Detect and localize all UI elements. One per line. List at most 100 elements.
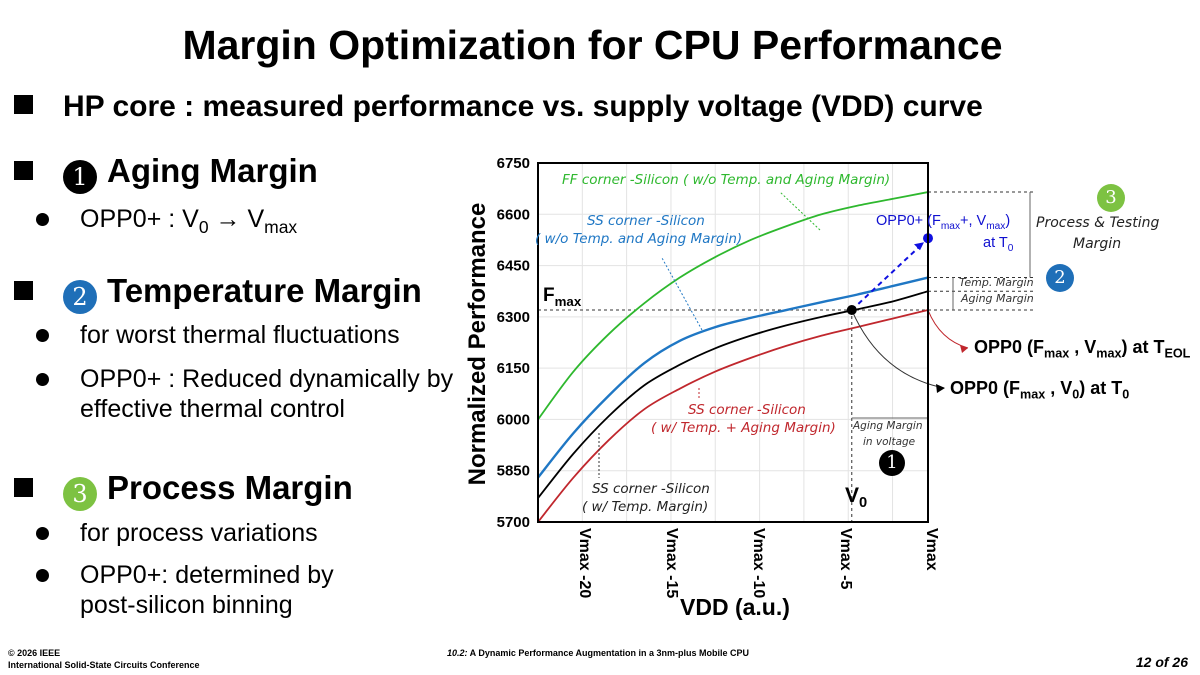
series-line-0 (537, 191, 929, 420)
y-axis-label: Normalized Performance (464, 202, 491, 486)
bullet-text: → V (208, 205, 265, 233)
opp0-t0-label: OPP0 (Fmax , V0) at T0 (950, 378, 1129, 402)
ss-red-label-1: SS corner -Silicon (688, 402, 806, 418)
t: OPP0 (F (974, 337, 1045, 357)
section-heading: Aging Margin (107, 152, 318, 189)
bullet-dot-icon (36, 569, 49, 582)
opp0plus-arrow (851, 243, 923, 311)
t: , V (1069, 337, 1097, 357)
opp0plus-label: OPP0+ (Fmax+, Vmax) (876, 213, 1010, 232)
y-axis-label-wrap: Normalized Performance (463, 170, 493, 520)
x-tick-label: Vmax -15 (663, 528, 680, 599)
t: at T (983, 235, 1008, 251)
v0-sub: 0 (859, 495, 868, 512)
fmax-sub: max (554, 293, 582, 309)
series-line-2 (537, 290, 929, 499)
badge-2-icon: 2 (63, 280, 97, 314)
badge-3-icon: 3 (63, 477, 97, 511)
x-tick-label: Vmax -10 (750, 528, 767, 599)
bullet-item: OPP0+: determined by post-silicon binnin… (36, 560, 366, 620)
t: ) at T (1121, 337, 1165, 357)
t: ) at T (1079, 378, 1123, 398)
t: , V (1045, 378, 1073, 398)
badge-2-icon: 2 (1046, 264, 1074, 292)
t: EOL (1164, 346, 1191, 361)
opp0-t0-pointer (851, 309, 945, 389)
t: ) (1005, 213, 1011, 229)
bullet-text: OPP0+ : Reduced dynamically by effective… (80, 365, 454, 423)
bullet-item: OPP0+ : V0 → Vmax (36, 204, 297, 242)
bullet-item: for process variations (36, 518, 456, 548)
t: OPP0+ (F (876, 213, 941, 229)
t: max (986, 220, 1006, 232)
aging-margin-label: Aging Margin (961, 292, 1034, 305)
t: 0 (1007, 242, 1014, 254)
x-axis-label: VDD (a.u.) (680, 594, 790, 620)
paper-number: 10.2: (447, 648, 468, 658)
y-tick-label: 6300 (497, 309, 530, 326)
page-number: 12 of 26 (1135, 654, 1188, 670)
section-aging-margin: 1 Aging Margin (14, 152, 318, 194)
paper-title: A Dynamic Performance Augmentation in a … (467, 648, 750, 658)
square-bullet-icon (14, 478, 33, 497)
plot-frame (537, 162, 929, 523)
y-tick-label: 6000 (497, 411, 530, 428)
footer-conference: International Solid-State Circuits Confe… (8, 660, 200, 670)
footer-paper: 10.2: A Dynamic Performance Augmentation… (447, 648, 749, 658)
v0-label: V0 (845, 484, 867, 511)
y-tick-label: 6150 (497, 360, 530, 377)
bullet-text: OPP0+: determined by post-silicon binnin… (80, 561, 334, 619)
bullet-text: for process variations (80, 519, 318, 547)
square-bullet-icon (14, 281, 33, 300)
t: 0 (1072, 387, 1080, 402)
badge-1-icon: 1 (63, 160, 97, 194)
ss-blue-label-1: SS corner -Silicon (587, 213, 705, 229)
opp0-eol-label: OPP0 (Fmax , Vmax) at TEOL (974, 337, 1190, 361)
t: 0 (1122, 387, 1130, 402)
y-tick-label: 5850 (497, 463, 530, 480)
ff-corner-label: FF corner -Silicon ( w/o Temp. and Aging… (562, 172, 891, 188)
square-bullet-icon (14, 161, 33, 180)
temp-margin-label: Temp. Margin (959, 276, 1034, 289)
process-margin-label-1: Process & Testing (1036, 215, 1160, 231)
ss-blue-label-2: ( w/o Temp. and Aging Margin) (535, 231, 743, 247)
y-tick-label: 6750 (497, 155, 530, 172)
square-bullet-icon (14, 95, 33, 114)
bullet-sub: 0 (198, 217, 209, 237)
ss-black-label-2: ( w/ Temp. Margin) (582, 499, 709, 515)
slide-subtitle: HP core : measured performance vs. suppl… (14, 90, 983, 124)
y-tick-label: 6600 (497, 206, 530, 223)
y-tick-label: 5700 (497, 514, 530, 531)
ss-black-label-1: SS corner -Silicon (592, 481, 710, 497)
opp0plus-at-label: at T0 (983, 235, 1013, 254)
ss-red-label-2: ( w/ Temp. + Aging Margin) (651, 420, 836, 436)
bullet-dot-icon (36, 373, 49, 386)
footer-copyright: © 2026 IEEE (8, 648, 61, 658)
opp0-eol-pointer (927, 309, 969, 349)
bullet-dot-icon (36, 213, 49, 226)
opp0-eol-arrowhead-icon (960, 345, 968, 353)
subtitle-text: HP core : measured performance vs. suppl… (63, 90, 983, 123)
t: OPP0 (F (950, 378, 1021, 398)
process-margin-label-2: Margin (1073, 236, 1122, 252)
bullet-sub: max (264, 217, 298, 237)
opp0-t0-arrowhead-icon (936, 384, 945, 393)
badge-1-icon: 1 (879, 450, 905, 476)
bullet-item: OPP0+ : Reduced dynamically by effective… (36, 364, 466, 424)
t: +, V (960, 213, 987, 229)
bullet-item: for worst thermal fluctuations (36, 320, 456, 350)
t: max (1096, 346, 1122, 361)
x-tick-label: Vmax -20 (576, 528, 593, 599)
opp0plus-arrowhead-icon (914, 242, 924, 251)
section-process-margin: 3 Process Margin (14, 469, 353, 511)
ff-label-pointer (779, 191, 821, 231)
t: max (1044, 346, 1070, 361)
bullet-text: for worst thermal fluctuations (80, 321, 400, 349)
bullet-dot-icon (36, 527, 49, 540)
v0-text: V (845, 484, 860, 507)
aging-voltage-label-2: in voltage (863, 436, 916, 448)
section-heading: Process Margin (107, 469, 353, 506)
y-tick-label: 6450 (497, 258, 530, 275)
t: max (940, 220, 961, 232)
